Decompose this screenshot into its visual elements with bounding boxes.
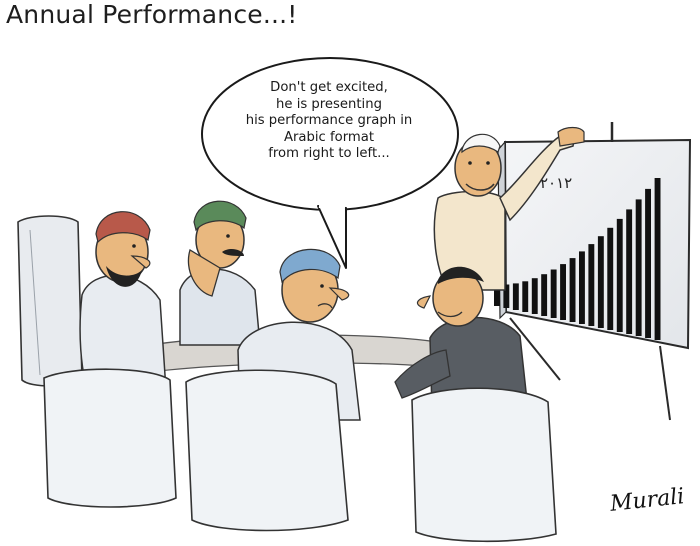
board-bar xyxy=(494,284,500,306)
empty-chair-left xyxy=(17,215,83,387)
cartoon-title: Annual Performance...! xyxy=(6,0,298,29)
bubble-line: from right to left... xyxy=(268,146,390,162)
chair-front-right xyxy=(411,387,557,543)
presenter-cap xyxy=(461,133,501,154)
presenter-figure xyxy=(433,126,585,291)
bubble-line: Arabic format xyxy=(283,129,374,145)
hand-on-cheek xyxy=(187,249,221,297)
board-bars xyxy=(494,178,661,340)
chair-front-middle xyxy=(185,369,349,532)
board-bar xyxy=(607,227,614,330)
board-bar xyxy=(626,209,633,334)
bubble-line: he is presenting xyxy=(276,96,382,112)
board-bar xyxy=(560,264,566,320)
board-bar xyxy=(503,284,510,308)
board-bar xyxy=(522,281,529,312)
board-bar xyxy=(541,274,548,316)
board-bar xyxy=(569,258,576,322)
board-bar xyxy=(579,251,585,324)
bubble-line: Don't get excited, xyxy=(270,80,388,95)
board-year-label: ٢٠١٢ xyxy=(540,174,572,192)
board-bar xyxy=(588,244,595,326)
board-bar xyxy=(645,188,651,338)
green-cap xyxy=(193,200,247,232)
beard xyxy=(106,266,142,287)
mustache xyxy=(222,249,244,256)
dark-hair xyxy=(438,266,484,284)
speech-bubble-text: Don't get excited, he is presenting his … xyxy=(226,80,432,163)
board-bar xyxy=(550,269,557,318)
man-green-cap xyxy=(179,200,261,346)
board-bar xyxy=(597,236,604,328)
board-bar xyxy=(654,178,661,340)
board-bar xyxy=(616,218,623,332)
chair-front-left xyxy=(43,368,177,508)
board-bar xyxy=(512,283,519,310)
bubble-line: his performance graph in xyxy=(245,113,413,129)
presentation-board: ٢٠١٢ xyxy=(494,122,692,421)
red-cap xyxy=(95,211,151,244)
speech-bubble xyxy=(201,57,459,269)
man-dark-suit xyxy=(394,266,529,411)
board-bar xyxy=(531,278,538,314)
board-bar xyxy=(635,199,642,336)
blue-cap xyxy=(279,248,341,284)
